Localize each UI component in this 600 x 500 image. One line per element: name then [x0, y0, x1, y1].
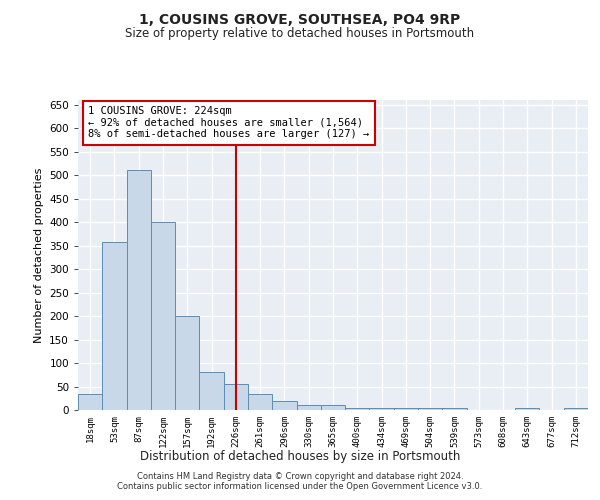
Bar: [321, 406, 345, 410]
Bar: [394, 408, 418, 410]
Bar: [78, 394, 102, 410]
Bar: [515, 408, 539, 410]
Bar: [248, 394, 272, 410]
Bar: [442, 408, 467, 410]
Y-axis label: Number of detached properties: Number of detached properties: [34, 168, 44, 342]
Text: Contains HM Land Registry data © Crown copyright and database right 2024.: Contains HM Land Registry data © Crown c…: [137, 472, 463, 481]
Bar: [151, 222, 175, 410]
Text: Size of property relative to detached houses in Portsmouth: Size of property relative to detached ho…: [125, 28, 475, 40]
Bar: [272, 400, 296, 410]
Bar: [224, 384, 248, 410]
Text: Distribution of detached houses by size in Portsmouth: Distribution of detached houses by size …: [140, 450, 460, 463]
Bar: [370, 408, 394, 410]
Bar: [296, 406, 321, 410]
Bar: [175, 316, 199, 410]
Bar: [345, 408, 370, 410]
Bar: [199, 372, 224, 410]
Bar: [418, 408, 442, 410]
Text: Contains public sector information licensed under the Open Government Licence v3: Contains public sector information licen…: [118, 482, 482, 491]
Bar: [102, 242, 127, 410]
Bar: [127, 170, 151, 410]
Bar: [564, 408, 588, 410]
Text: 1, COUSINS GROVE, SOUTHSEA, PO4 9RP: 1, COUSINS GROVE, SOUTHSEA, PO4 9RP: [139, 12, 461, 26]
Text: 1 COUSINS GROVE: 224sqm
← 92% of detached houses are smaller (1,564)
8% of semi-: 1 COUSINS GROVE: 224sqm ← 92% of detache…: [88, 106, 370, 140]
